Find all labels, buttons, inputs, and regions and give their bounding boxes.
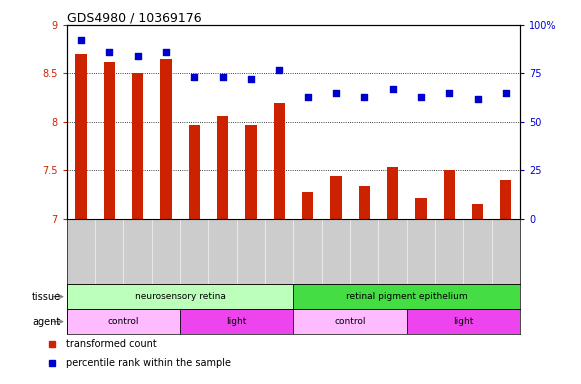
Bar — [217, 116, 228, 219]
Point — [360, 94, 369, 100]
Text: tissue: tissue — [32, 291, 61, 302]
Bar — [302, 192, 313, 219]
Bar — [67, 309, 180, 334]
Point — [133, 53, 142, 59]
Bar — [189, 125, 200, 219]
Text: neurosensory retina: neurosensory retina — [135, 292, 225, 301]
Bar — [358, 186, 370, 219]
Text: light: light — [453, 317, 474, 326]
Point — [331, 90, 340, 96]
Point — [275, 66, 284, 73]
Text: control: control — [107, 317, 139, 326]
Text: transformed count: transformed count — [66, 339, 157, 349]
Point — [189, 74, 199, 80]
Point — [501, 90, 511, 96]
Text: agent: agent — [33, 316, 61, 327]
Point — [162, 49, 171, 55]
Bar — [103, 62, 115, 219]
Bar — [132, 73, 144, 219]
Bar — [245, 125, 257, 219]
Bar — [443, 170, 455, 219]
Bar — [415, 197, 426, 219]
Bar — [330, 176, 342, 219]
Point — [473, 96, 482, 102]
Point — [105, 49, 114, 55]
Bar — [293, 284, 520, 309]
Text: light: light — [227, 317, 247, 326]
Point — [416, 94, 425, 100]
Bar — [160, 59, 171, 219]
Bar — [472, 204, 483, 219]
Point — [218, 74, 227, 80]
Text: GDS4980 / 10369176: GDS4980 / 10369176 — [67, 12, 202, 25]
Bar — [387, 167, 398, 219]
Bar — [180, 309, 293, 334]
Text: retinal pigment epithelium: retinal pigment epithelium — [346, 292, 468, 301]
Bar — [274, 103, 285, 219]
Bar — [293, 309, 407, 334]
Bar — [407, 309, 520, 334]
Point — [388, 86, 397, 92]
Text: percentile rank within the sample: percentile rank within the sample — [66, 358, 231, 368]
Bar — [500, 180, 511, 219]
Point — [444, 90, 454, 96]
Point — [76, 37, 85, 43]
Point — [246, 76, 256, 82]
Point — [303, 94, 312, 100]
Bar — [76, 54, 87, 219]
Text: control: control — [334, 317, 366, 326]
Bar — [67, 284, 293, 309]
